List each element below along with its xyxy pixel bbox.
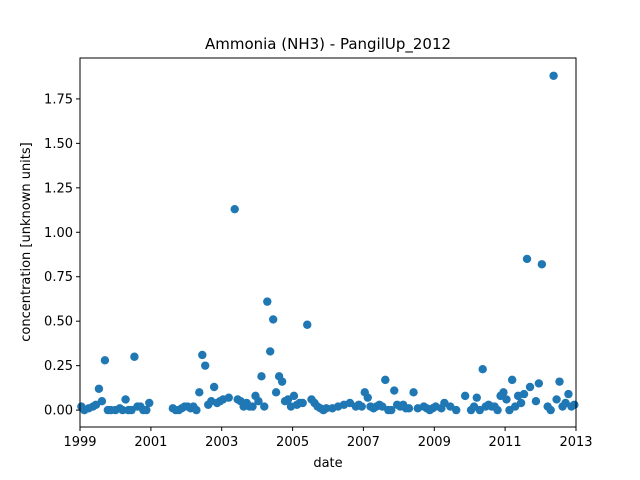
data-point (390, 386, 399, 395)
data-points (77, 71, 579, 415)
data-point (534, 379, 544, 388)
x-tick-label: 2013 (559, 435, 592, 450)
data-point (387, 405, 396, 415)
data-point (552, 395, 561, 404)
data-point (363, 393, 372, 402)
data-point (142, 405, 151, 415)
data-point (452, 405, 461, 415)
data-point (499, 388, 508, 397)
data-point (118, 405, 127, 415)
data-point (570, 400, 579, 409)
data-point (254, 397, 263, 406)
data-point (522, 254, 532, 264)
data-point (404, 404, 414, 413)
data-point (564, 389, 573, 399)
data-point (555, 377, 564, 386)
data-point (100, 356, 110, 365)
y-tick-label: 1.25 (44, 181, 73, 196)
data-point (277, 377, 287, 386)
data-point (230, 204, 239, 214)
data-point (263, 297, 272, 306)
data-point (224, 393, 233, 402)
x-tick-label: 2009 (418, 435, 451, 450)
data-point (271, 388, 281, 397)
data-point (381, 375, 390, 385)
data-point (546, 405, 555, 415)
data-point (198, 350, 207, 360)
data-point (257, 372, 266, 381)
data-point (531, 397, 541, 406)
data-point (260, 402, 269, 411)
data-point (201, 361, 210, 370)
data-point (248, 402, 257, 411)
data-point (289, 391, 299, 401)
y-tick-label: 0.00 (44, 404, 73, 419)
data-point (409, 388, 418, 397)
x-tick-label: 1999 (63, 435, 96, 450)
data-point (507, 375, 517, 385)
x-tick-label: 2001 (134, 435, 167, 450)
data-point (516, 398, 526, 408)
data-point (519, 389, 529, 399)
data-point (192, 405, 201, 415)
data-point (265, 347, 275, 356)
y-tick-label: 1.50 (44, 137, 73, 152)
data-point (460, 391, 470, 401)
data-point (94, 384, 104, 393)
x-tick-label: 2005 (276, 435, 309, 450)
data-point (525, 382, 535, 392)
data-point (549, 71, 558, 80)
x-tick-label: 2007 (347, 435, 380, 450)
y-axis-ticks: 0.00 0.25 0.50 0.75 1.00 1.25 1.50 1.75 (44, 92, 80, 419)
data-point (537, 260, 547, 269)
y-tick-label: 1.75 (44, 92, 73, 107)
plot-frame (79, 57, 577, 428)
data-point (97, 397, 107, 406)
x-axis-ticks: 1999 2001 2003 2005 2007 2009 2011 2013 (63, 427, 593, 450)
x-axis-label: date (313, 456, 342, 471)
data-point (145, 398, 154, 408)
x-tick-label: 2003 (205, 435, 238, 450)
y-axis-label: concentration [unknown units] (19, 142, 34, 341)
data-point (195, 388, 204, 397)
data-point (298, 398, 307, 408)
data-point (269, 315, 278, 324)
data-point (322, 404, 331, 413)
data-point (472, 393, 481, 402)
y-tick-label: 0.25 (44, 359, 73, 374)
data-point (357, 402, 366, 411)
data-point (502, 395, 511, 404)
y-tick-label: 1.00 (44, 226, 73, 241)
data-point (209, 382, 219, 392)
data-point (303, 320, 312, 329)
chart-title: Ammonia (NH3) - PangilUp_2012 (205, 35, 451, 54)
y-tick-label: 0.50 (44, 315, 73, 330)
y-tick-label: 0.75 (44, 270, 73, 285)
x-tick-label: 2011 (489, 435, 522, 450)
data-point (493, 405, 502, 415)
data-point (478, 365, 487, 374)
data-point (121, 395, 130, 404)
data-point (130, 352, 139, 361)
